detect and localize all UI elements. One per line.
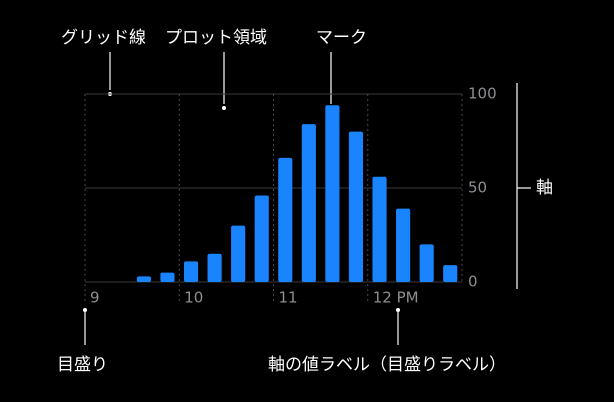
bar [419, 244, 434, 282]
annotation-leaders [83, 52, 531, 345]
bar [396, 208, 411, 282]
bar [231, 225, 246, 282]
annotation: 軸の値ラベル（目盛りラベル） [268, 355, 506, 375]
bar [325, 105, 340, 282]
annotation: プロット領域 [165, 28, 267, 48]
annotation: グリッド線 [61, 28, 146, 48]
leader-dot [83, 308, 87, 312]
annotation: 目盛り [57, 355, 108, 375]
leader-dot [396, 308, 400, 312]
x-tick-label: 10 [184, 289, 203, 307]
bar [254, 195, 269, 282]
bar [278, 157, 293, 282]
bar [136, 276, 151, 282]
bar [160, 272, 175, 282]
y-tick-label: 100 [468, 85, 497, 103]
bar [183, 261, 199, 282]
bar [348, 131, 364, 282]
bar [372, 176, 387, 282]
annotation: マーク [316, 28, 367, 48]
leader-dot [222, 106, 226, 110]
x-tick-label: 12 PM [373, 289, 419, 307]
x-tick-label: 9 [90, 289, 100, 307]
y-tick-label: 50 [468, 179, 487, 197]
bar [443, 265, 458, 282]
bar [207, 253, 222, 282]
bar [301, 124, 316, 282]
y-tick-label: 0 [468, 273, 478, 291]
x-tick-label: 11 [279, 289, 298, 307]
annotation: 軸 [536, 178, 553, 198]
